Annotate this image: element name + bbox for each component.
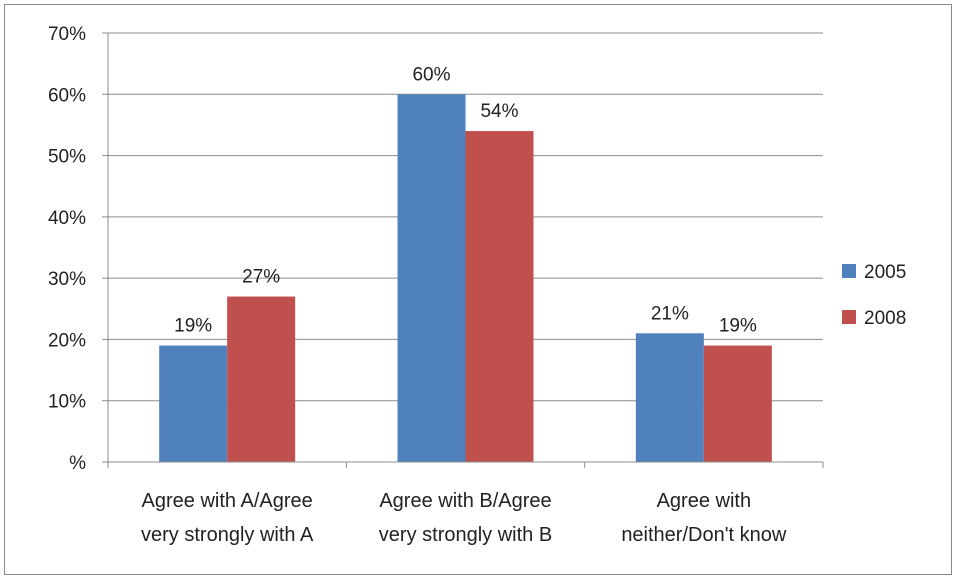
y-tick-label: 10% <box>48 392 86 413</box>
legend-swatch <box>842 264 856 278</box>
y-tick-label: 40% <box>48 208 86 229</box>
x-tick-label: Agree with <box>657 490 752 512</box>
data-label: 60% <box>412 64 450 85</box>
bar-2008 <box>703 345 772 462</box>
x-tick-label: very strongly with B <box>379 524 552 546</box>
x-tick-label: neither/Don't know <box>621 524 787 546</box>
data-label: 21% <box>651 303 689 324</box>
y-tick-label: 60% <box>48 85 86 106</box>
bar-2005 <box>635 333 704 462</box>
y-tick-label: 30% <box>48 269 86 290</box>
bar-2008 <box>465 131 534 463</box>
y-tick-label: 20% <box>48 330 86 351</box>
bar-2008 <box>227 296 296 462</box>
bar-2005 <box>159 345 228 462</box>
y-tick-label: 70% <box>48 24 86 45</box>
data-label: 27% <box>242 267 280 288</box>
y-tick-label: 50% <box>48 147 86 168</box>
data-label: 19% <box>174 316 212 337</box>
x-tick-label: Agree with B/Agree <box>379 490 551 512</box>
legend-label: 2005 <box>864 262 906 283</box>
x-tick-label: Agree with A/Agree <box>142 490 313 512</box>
bar-2005 <box>397 94 466 463</box>
legend-swatch <box>842 310 856 324</box>
legend-label: 2008 <box>864 308 906 329</box>
x-tick-label: very strongly with A <box>141 524 314 546</box>
y-tick-label: % <box>69 453 86 474</box>
data-label: 19% <box>719 316 757 337</box>
data-label: 54% <box>480 101 518 122</box>
